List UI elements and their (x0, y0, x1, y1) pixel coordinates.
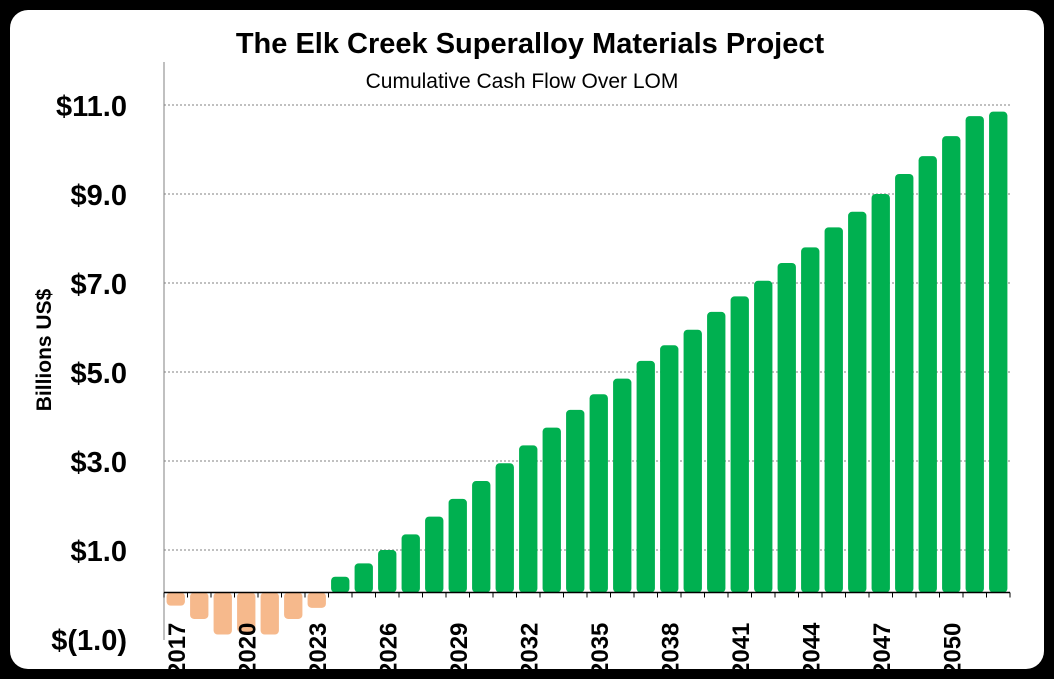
bar-2023 (307, 592, 326, 608)
bar-2035 (589, 394, 608, 593)
y-tick-label: $(1.0) (51, 625, 127, 657)
bar-2051 (965, 116, 984, 593)
bar-2040 (707, 311, 726, 593)
bar-2028 (425, 516, 444, 593)
x-tick-label: 2029 (446, 623, 473, 676)
bar-2038 (660, 345, 679, 593)
bar-2042 (754, 280, 773, 593)
bar-2052 (989, 111, 1008, 593)
bar-2047 (871, 194, 890, 593)
bar-2026 (378, 550, 397, 593)
y-tick-label: $11.0 (56, 91, 127, 123)
bar-2031 (495, 463, 514, 593)
bar-2050 (942, 136, 961, 593)
bar-2048 (895, 173, 914, 593)
y-tick-label: $3.0 (71, 447, 127, 479)
y-tick-label: $5.0 (71, 358, 127, 390)
x-tick-label: 2044 (798, 622, 825, 676)
x-tick-label: 2023 (305, 623, 332, 676)
bar-2017 (166, 592, 185, 606)
x-tick-label: 2050 (939, 623, 966, 676)
x-tick-label: 2035 (587, 623, 614, 676)
bar-2037 (636, 360, 655, 593)
bar-2043 (777, 262, 796, 593)
bar-2032 (519, 445, 538, 593)
x-tick-label: 2020 (234, 623, 261, 676)
x-tick-label: 2032 (516, 623, 543, 676)
y-tick-label: $9.0 (71, 180, 127, 212)
bar-2030 (472, 481, 491, 593)
bar-2027 (401, 534, 420, 593)
bar-2041 (730, 296, 749, 593)
x-tick-label: 2041 (728, 623, 755, 676)
bar-2029 (448, 498, 467, 593)
y-tick-label: $1.0 (71, 536, 127, 568)
y-tick-label: $7.0 (71, 269, 127, 301)
x-tick-label: 2047 (869, 623, 896, 676)
x-tick-label: 2017 (164, 623, 191, 676)
x-tick-label: 2038 (657, 623, 684, 676)
chart-title: The Elk Creek Superalloy Materials Proje… (235, 28, 825, 60)
bar-2019 (213, 592, 232, 635)
bar-2034 (566, 409, 585, 593)
bar-2049 (918, 156, 937, 593)
bar-2025 (354, 563, 373, 593)
bar-2033 (542, 427, 561, 593)
x-tick-label: 2026 (375, 623, 402, 676)
bar-2021 (260, 592, 279, 635)
bar-2020 (237, 592, 256, 633)
bar-2024 (331, 576, 350, 593)
bar-2046 (848, 211, 867, 593)
bar-2022 (284, 592, 303, 619)
bar-2039 (683, 329, 702, 593)
bar-2044 (801, 247, 820, 593)
bar-2018 (190, 592, 209, 619)
chart-subtitle: Cumulative Cash Flow Over LOM (365, 70, 679, 93)
bar-2045 (824, 227, 843, 593)
bar-2036 (613, 378, 632, 593)
